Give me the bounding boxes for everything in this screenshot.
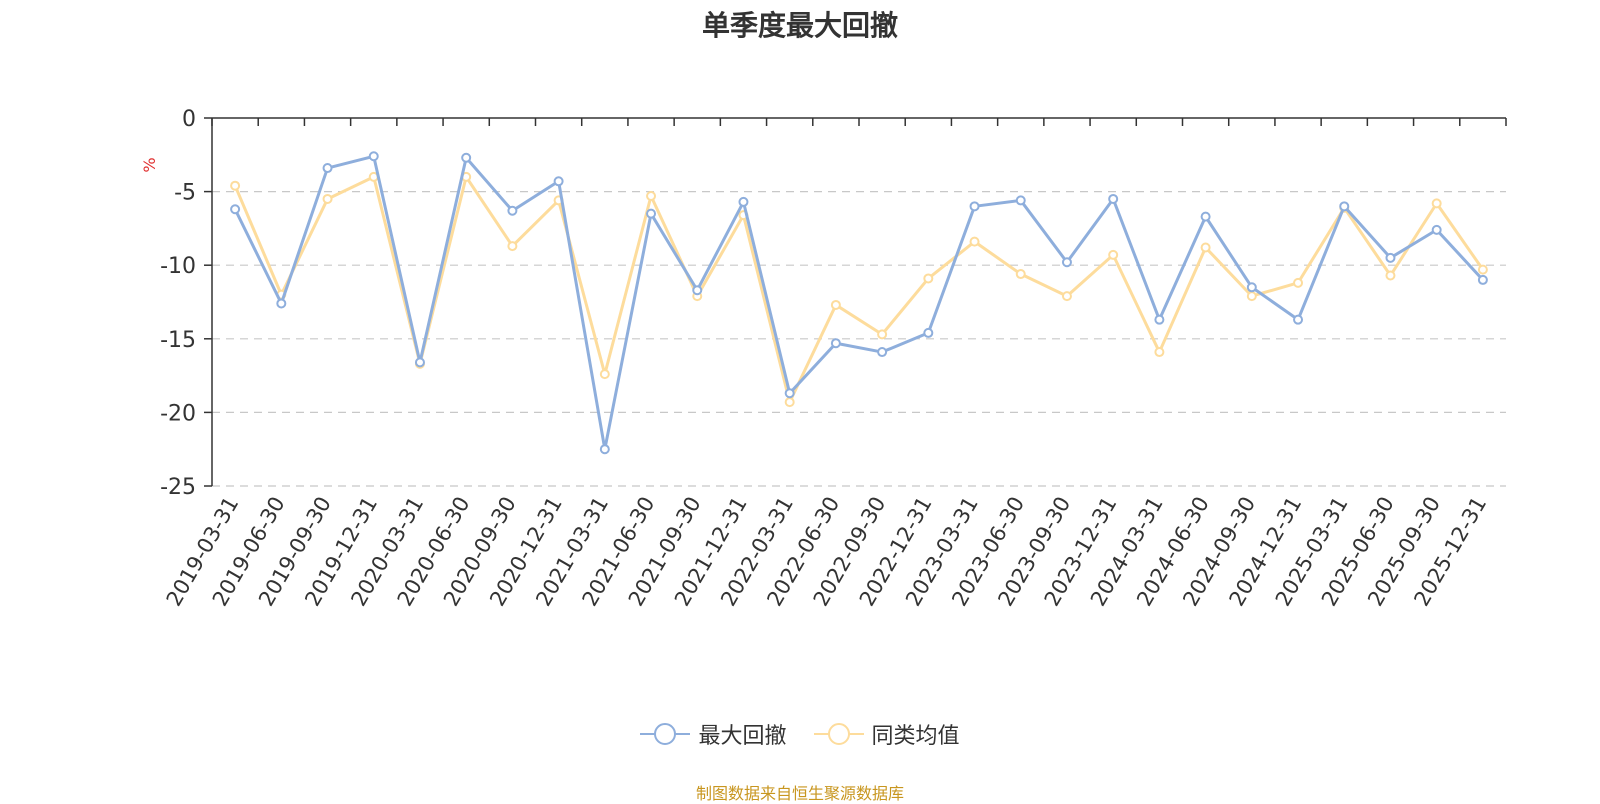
data-point [322,163,333,174]
data-point [923,273,934,284]
data-point [553,176,564,187]
data-point [599,369,610,380]
data-point [507,205,518,216]
data-point [1477,274,1488,285]
data-point [1015,195,1026,206]
legend-marker-icon [640,723,691,745]
data-point [1061,257,1072,268]
line-chart: % 0-5-10-15-20-252019-03-312019-06-30201… [140,107,1507,610]
data-point [738,196,749,207]
y-tick-label: 0 [182,107,196,132]
data-point [1108,193,1119,204]
data-point [1154,347,1165,358]
data-point [969,236,980,247]
data-point [322,193,333,204]
data-point [1061,291,1072,302]
data-point [877,347,888,358]
chart-title: 单季度最大回撤 [701,9,898,42]
data-point [969,201,980,212]
data-point [1293,277,1304,288]
data-point [784,397,795,408]
grid-lines [212,191,1506,487]
data-point [923,327,934,338]
series-line [233,175,1485,404]
legend-label: 同类均值 [871,724,960,749]
data-point [1385,252,1396,263]
data-point [1154,314,1165,325]
y-tick-label: -10 [160,254,196,279]
legend: 最大回撤 同类均值 [0,718,1600,752]
data-point [646,208,657,219]
data-point [646,191,657,202]
data-point [1200,211,1211,222]
y-tick-label: -25 [160,475,196,500]
data-point [368,151,379,162]
data-point [230,204,241,215]
data-point [507,241,518,252]
data-point [1246,282,1257,293]
data-point [1015,269,1026,280]
data-point [230,180,241,191]
data-point [1431,224,1442,235]
data-point [599,444,610,455]
y-tick-label: -20 [160,401,196,426]
data-point [1477,264,1488,275]
data-point [461,152,472,163]
data-point [830,299,841,310]
data-point [276,298,287,309]
data-point [1339,201,1350,212]
legend-marker-icon [813,723,864,745]
data-point [1431,198,1442,209]
legend-label: 最大回撤 [698,724,787,749]
data-point [414,357,425,368]
series-group [230,151,1488,455]
y-axis-unit: % [140,157,159,172]
data-point [1246,291,1257,302]
data-point [692,285,703,296]
data-point [1293,314,1304,325]
source-note: 制图数据来自恒生聚源数据库 [695,784,904,803]
data-point [1108,249,1119,260]
y-tick-label: -5 [174,181,196,206]
data-point [830,338,841,349]
series-line [233,154,1484,451]
data-point [784,388,795,399]
data-point [1200,242,1211,253]
data-point [1385,270,1396,281]
y-tick-label: -15 [160,328,196,353]
data-point [877,329,888,340]
legend-item-peer-average[interactable]: 同类均值 [813,718,960,750]
legend-item-max-drawdown[interactable]: 最大回撤 [640,718,787,750]
